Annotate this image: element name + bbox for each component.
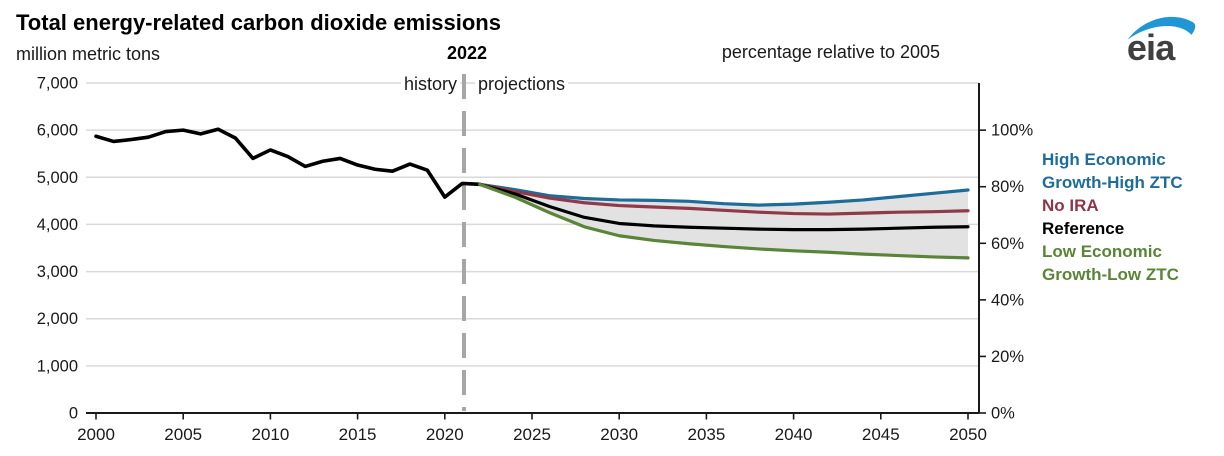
right-tick-label: 40% [991, 291, 1024, 309]
legend-line-no-ira: No IRA [1042, 196, 1099, 215]
legend-line-high-2: Growth-High ZTC [1042, 173, 1183, 192]
x-tick-label: 2025 [513, 425, 551, 444]
history-label: history [400, 74, 460, 95]
projections-label: projections [475, 74, 569, 95]
x-tick-label: 2040 [775, 425, 813, 444]
left-tick-label: 1,000 [37, 357, 78, 375]
series-line-low-economic-growth-low-ztc [478, 182, 970, 260]
left-axis-unit-label: million metric tons [16, 44, 161, 64]
series-line-no-ira [478, 182, 970, 216]
left-tick-label: 7,000 [37, 75, 78, 93]
left-tick-label: 5,000 [37, 169, 78, 187]
eia-logo: eia [1127, 16, 1196, 66]
right-tick-label: 60% [991, 235, 1024, 253]
eia-logo-text: eia [1127, 27, 1176, 66]
left-tick-label: 3,000 [37, 263, 78, 281]
left-tick-label: 6,000 [37, 122, 78, 140]
eia-logo-swoosh-icon [1127, 16, 1196, 40]
series-line-high-economic-growth-high-ztc [478, 182, 970, 207]
x-tick-label: 2045 [862, 425, 900, 444]
x-tick-label: 2010 [251, 425, 289, 444]
right-tick-label: 20% [991, 348, 1024, 366]
legend-line-reference: Reference [1042, 219, 1125, 238]
legend-line-low-1: Low Economic [1042, 242, 1162, 261]
right-tick-label: 0% [991, 405, 1015, 423]
x-tick-label: 2050 [949, 425, 987, 444]
legend-line-low-2: Growth-Low ZTC [1042, 265, 1179, 284]
x-tick-label: 2030 [600, 425, 638, 444]
left-tick-label: 2,000 [37, 310, 78, 328]
series-line-reference [478, 182, 970, 232]
x-tick-label: 2035 [687, 425, 725, 444]
legend-line-high-1: High Economic [1042, 150, 1166, 169]
left-tick-label: 4,000 [37, 216, 78, 234]
series-line-history [94, 127, 482, 199]
right-tick-label: 80% [991, 178, 1024, 196]
divider-year-label: 2022 [446, 43, 488, 63]
left-tick-label: 0 [69, 405, 78, 423]
x-tick-label: 2020 [426, 425, 464, 444]
chart-title: Total energy-related carbon dioxide emis… [16, 10, 501, 35]
x-tick-label: 2000 [77, 425, 115, 444]
legend: High Economic Growth-High ZTC No IRA Ref… [1042, 148, 1183, 286]
x-tick-label: 2015 [339, 425, 377, 444]
x-tick-label: 2005 [164, 425, 202, 444]
right-tick-label: 100% [991, 122, 1034, 140]
right-axis-unit-label: percentage relative to 2005 [721, 42, 940, 62]
